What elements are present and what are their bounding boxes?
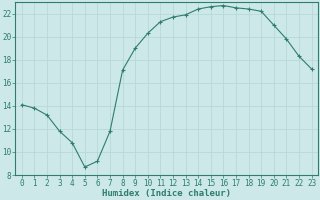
X-axis label: Humidex (Indice chaleur): Humidex (Indice chaleur): [102, 189, 231, 198]
